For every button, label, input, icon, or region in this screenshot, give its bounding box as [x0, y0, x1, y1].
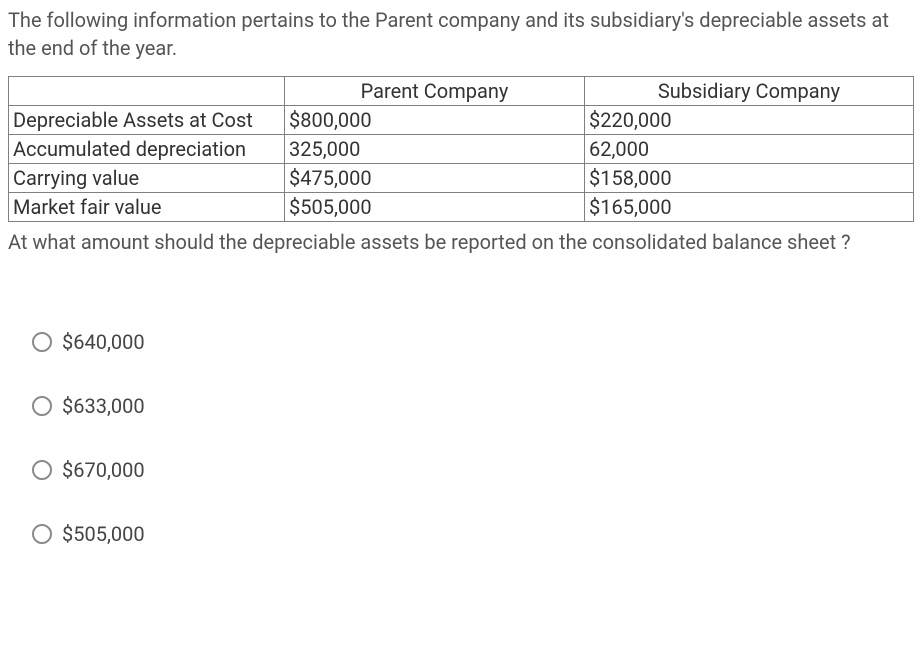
option-3[interactable]: $505,000 [8, 520, 914, 548]
cell-subsidiary: $165,000 [585, 193, 914, 222]
cell-subsidiary: 62,000 [585, 135, 914, 164]
option-2[interactable]: $670,000 [8, 456, 914, 484]
table-row: Accumulated depreciation 325,000 62,000 [9, 135, 914, 164]
option-label: $633,000 [62, 392, 145, 420]
option-label: $505,000 [62, 520, 145, 548]
table-row: Market fair value $505,000 $165,000 [9, 193, 914, 222]
table-row: Carrying value $475,000 $158,000 [9, 164, 914, 193]
cell-parent: $505,000 [285, 193, 585, 222]
option-0[interactable]: $640,000 [8, 328, 914, 356]
header-parent: Parent Company [285, 77, 585, 106]
table-header-row: Parent Company Subsidiary Company [9, 77, 914, 106]
radio-icon [32, 332, 52, 352]
question-intro: The following information pertains to th… [8, 6, 914, 62]
option-label: $640,000 [62, 328, 145, 356]
row-label: Market fair value [9, 193, 285, 222]
options-group: $640,000 $633,000 $670,000 $505,000 [8, 328, 914, 548]
option-1[interactable]: $633,000 [8, 392, 914, 420]
cell-parent: $475,000 [285, 164, 585, 193]
radio-icon [32, 396, 52, 416]
cell-parent: 325,000 [285, 135, 585, 164]
row-label: Depreciable Assets at Cost [9, 106, 285, 135]
option-label: $670,000 [62, 456, 145, 484]
radio-icon [32, 460, 52, 480]
row-label: Carrying value [9, 164, 285, 193]
radio-icon [32, 524, 52, 544]
row-label: Accumulated depreciation [9, 135, 285, 164]
cell-subsidiary: $158,000 [585, 164, 914, 193]
header-subsidiary: Subsidiary Company [585, 77, 914, 106]
cell-parent: $800,000 [285, 106, 585, 135]
table-row: Depreciable Assets at Cost $800,000 $220… [9, 106, 914, 135]
data-table: Parent Company Subsidiary Company Deprec… [8, 76, 914, 222]
question-followup: At what amount should the depreciable as… [8, 228, 914, 256]
cell-subsidiary: $220,000 [585, 106, 914, 135]
header-blank [9, 77, 285, 106]
